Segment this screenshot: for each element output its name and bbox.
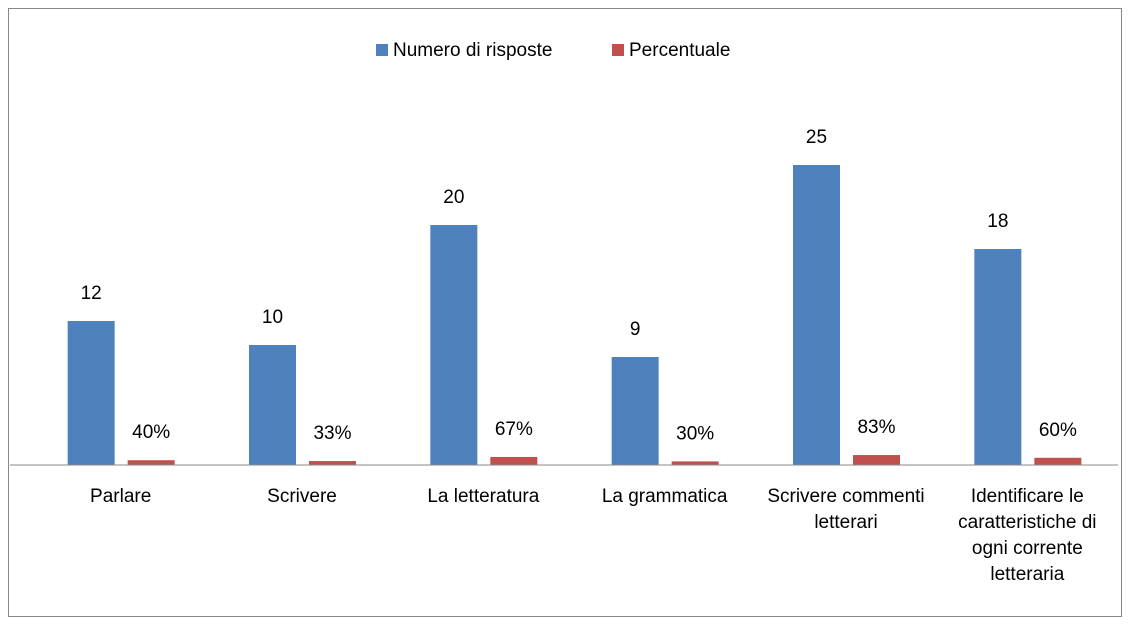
data-label: 12	[81, 283, 102, 304]
data-label: 20	[443, 187, 464, 208]
bar	[67, 321, 115, 465]
bar	[793, 165, 840, 465]
x-tick-label: Parlare	[90, 486, 152, 507]
legend-label: Percentuale	[629, 40, 730, 61]
data-label: 25	[806, 127, 827, 148]
x-tick-label: Scrivere commenti letterari	[767, 486, 925, 533]
bar	[249, 345, 296, 465]
data-label: 67%	[495, 419, 533, 440]
bar	[127, 460, 175, 465]
bar	[853, 455, 900, 465]
data-label: 30%	[676, 423, 714, 444]
data-label: 9	[630, 319, 641, 340]
data-label: 83%	[857, 417, 895, 438]
data-label: 60%	[1039, 420, 1077, 441]
bar	[1034, 457, 1082, 465]
bar	[974, 249, 1022, 465]
bar	[309, 461, 356, 465]
bar	[611, 357, 659, 465]
x-tick-label: La grammatica	[601, 486, 728, 507]
data-label: 18	[987, 211, 1008, 232]
bar	[430, 225, 478, 465]
x-tick-label: Scrivere	[267, 486, 337, 507]
legend-label: Numero di risposte	[393, 40, 552, 61]
data-label: 10	[262, 307, 283, 328]
bar	[490, 456, 538, 465]
data-label: 33%	[313, 423, 351, 444]
chart-border	[8, 8, 1122, 617]
legend-swatch	[612, 44, 624, 56]
data-label: 40%	[132, 422, 170, 443]
legend-swatch	[376, 44, 388, 56]
x-tick-label: La letteratura	[427, 486, 540, 507]
bar	[671, 461, 719, 465]
x-tick-label: Identificare le caratteristiche di ogni …	[958, 486, 1097, 585]
